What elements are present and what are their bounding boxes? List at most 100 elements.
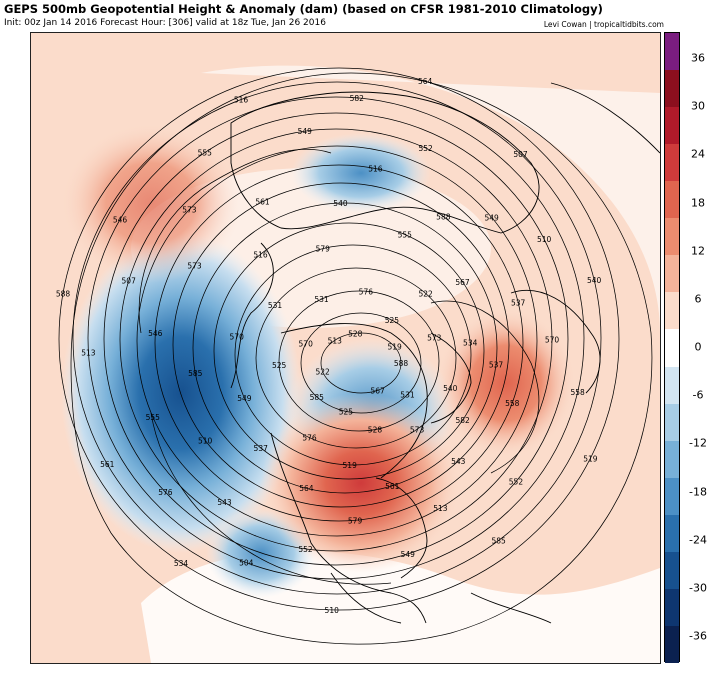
colorbar-tick-label: 24 <box>691 147 705 161</box>
contour-label: 537 <box>254 444 269 453</box>
contour-label: 522 <box>418 289 433 298</box>
contour-label: 573 <box>187 262 202 271</box>
contour-label: 573 <box>427 333 442 342</box>
contour-label: 588 <box>436 213 451 222</box>
contour-label: 558 <box>570 388 585 397</box>
contour-label: 555 <box>398 230 413 239</box>
contour-label: 528 <box>348 329 363 338</box>
colorbar-swatch <box>665 218 679 256</box>
contour-label: 534 <box>174 559 189 568</box>
colorbar-tick-label: 36 <box>691 51 705 65</box>
neutral-anomaly-region <box>201 65 660 333</box>
contour-label: 549 <box>237 394 252 403</box>
contour-label: 585 <box>188 369 203 378</box>
run-info-subtitle: Init: 00z Jan 14 2016 Forecast Hour: [30… <box>4 18 326 28</box>
contour-label: 525 <box>272 361 287 370</box>
contour-label: 537 <box>489 360 504 369</box>
contour-label: 507 <box>122 277 137 286</box>
colorbar-swatch <box>665 440 679 479</box>
colorbar-swatch <box>665 181 679 219</box>
colorbar-swatch <box>665 514 679 553</box>
contour-label: 540 <box>333 199 348 208</box>
contour-label: 519 <box>387 343 402 352</box>
contour-label: 552 <box>298 545 313 554</box>
contour-label: 555 <box>146 413 161 422</box>
contour-label: 528 <box>368 426 383 435</box>
colorbar-tick-label: -18 <box>689 485 707 498</box>
contour-label: 567 <box>455 278 470 287</box>
contour-label: 543 <box>217 498 232 507</box>
contour-label: 516 <box>234 96 249 105</box>
contour-label: 510 <box>537 235 552 244</box>
contour-label: 564 <box>299 484 314 493</box>
contour-label: 549 <box>484 213 499 222</box>
colorbar-swatch <box>665 477 679 516</box>
contour-label: 558 <box>505 399 520 408</box>
colorbar-swatch <box>665 70 679 108</box>
contour-label: 576 <box>359 287 374 296</box>
contour-label: 507 <box>513 150 528 159</box>
colorbar-tick-label: 18 <box>691 196 705 209</box>
coastlines <box>230 82 660 624</box>
contour-label: 516 <box>253 250 268 259</box>
contour-label: 510 <box>325 606 340 615</box>
chart-title: GEPS 500mb Geopotential Height & Anomaly… <box>4 2 603 16</box>
colorbar-swatch <box>665 107 679 145</box>
contour-label: 525 <box>339 407 354 416</box>
colorbar-swatch <box>665 329 679 368</box>
colorbar-tick-label: 6 <box>694 292 702 306</box>
colorbar-tick-label: 0 <box>694 340 702 354</box>
contour-label: 504 <box>239 559 254 568</box>
contour-label: 570 <box>230 332 245 341</box>
contour-label: 519 <box>583 454 598 463</box>
contour-label: 567 <box>371 386 386 395</box>
colorbar-tick-label: -36 <box>689 629 707 643</box>
anomaly-colorbar <box>664 32 680 664</box>
contour-label: 510 <box>198 436 213 445</box>
contour-label: 525 <box>385 316 400 325</box>
contour-label: 582 <box>456 416 471 425</box>
contour-label: 543 <box>451 457 466 466</box>
contour-label: 570 <box>299 340 314 349</box>
colorbar-tick-label: 30 <box>691 99 705 113</box>
contour-label: 516 <box>368 165 383 174</box>
colorbar-swatch <box>665 588 679 627</box>
colorbar-swatch <box>665 33 679 71</box>
colorbar-tick-label: -6 <box>692 388 704 402</box>
contour-label: 534 <box>463 338 478 347</box>
contour-label: 549 <box>401 550 416 559</box>
colorbar-swatch <box>665 144 679 182</box>
contour-label: 585 <box>310 393 325 402</box>
contour-label: 546 <box>113 216 128 225</box>
contour-label: 552 <box>418 144 433 153</box>
contour-label: 531 <box>268 301 283 310</box>
contour-label: 588 <box>56 289 71 298</box>
height-contours <box>58 67 653 645</box>
colorbar-tick-label: -12 <box>689 436 707 450</box>
contour-label: 570 <box>545 336 560 345</box>
colorbar-tick-label: -24 <box>689 533 707 547</box>
colorbar-swatch <box>665 403 679 442</box>
contour-label: 573 <box>182 205 197 214</box>
contour-label: 519 <box>343 461 358 470</box>
map-canvas: 588 585 576 573 570 567 564 561 558 555 552 549 546 5… <box>31 33 660 663</box>
colorbar-swatch <box>665 255 679 293</box>
contour-label: 513 <box>81 348 96 357</box>
contour-label: 555 <box>198 149 213 158</box>
positive-anomaly-north-america <box>261 393 461 573</box>
contour-label: 522 <box>315 367 330 376</box>
colorbar-tick-label: 12 <box>691 244 705 258</box>
contour-label: 561 <box>100 460 115 469</box>
contour-label: 552 <box>509 478 524 487</box>
colorbar-swatch <box>665 366 679 405</box>
contour-label: 579 <box>348 516 363 525</box>
contour-label: 585 <box>491 536 506 545</box>
contour-label: 579 <box>316 245 331 254</box>
contour-label: 573 <box>410 425 425 434</box>
negative-anomaly-pacific <box>61 233 301 553</box>
contour-label: 531 <box>314 295 329 304</box>
contour-label: 540 <box>587 276 602 285</box>
contour-label: 561 <box>385 482 400 491</box>
contour-label: 588 <box>394 359 409 368</box>
colorbar-swatch <box>665 292 679 330</box>
